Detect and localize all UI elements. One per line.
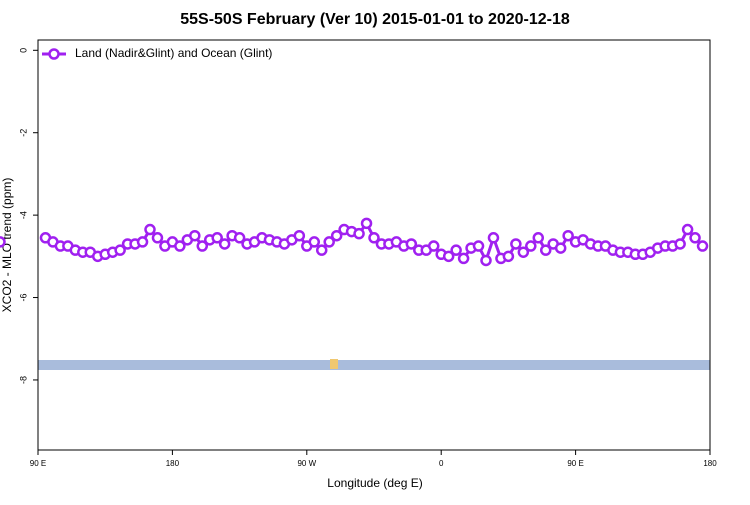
y-tick-label: -6 <box>18 294 28 302</box>
data-point <box>315 244 328 256</box>
data-point <box>472 240 485 252</box>
y-tick-label: -8 <box>18 376 28 384</box>
land-mask-patch <box>330 359 338 369</box>
data-point <box>681 223 694 236</box>
x-tick-label: 180 <box>166 459 180 468</box>
data-point <box>562 229 574 242</box>
data-point <box>293 229 306 242</box>
data-point <box>330 229 343 242</box>
land-mask-band <box>38 360 710 370</box>
data-point <box>539 244 552 256</box>
data-point <box>450 244 462 256</box>
data-point <box>360 217 373 230</box>
x-tick-label: 90 E <box>567 459 583 468</box>
data-point <box>442 250 455 263</box>
data-point <box>323 236 335 248</box>
data-point <box>689 232 701 244</box>
data-point <box>308 236 321 248</box>
data-point <box>114 244 126 256</box>
data-point <box>136 236 149 248</box>
y-tick-label: -2 <box>18 129 28 137</box>
y-axis-label: XCO2 - MLO trend (ppm) <box>0 178 14 313</box>
data-point <box>405 238 418 250</box>
data-point <box>189 229 201 242</box>
data-point <box>696 240 709 252</box>
data-point <box>144 223 156 236</box>
x-tick-label: 90 W <box>297 459 316 468</box>
data-point <box>525 240 537 252</box>
x-tick-label: 0 <box>439 459 444 468</box>
plot-frame <box>37 39 711 451</box>
data-point <box>457 252 470 265</box>
data-point <box>196 240 209 252</box>
data-point <box>427 240 440 252</box>
y-tick-label: 0 <box>18 48 28 53</box>
data-point <box>151 232 164 244</box>
data-point <box>218 238 231 250</box>
x-tick-label: 180 <box>703 459 717 468</box>
data-point <box>554 242 567 254</box>
data-point <box>368 232 380 244</box>
data-point <box>674 238 686 250</box>
y-tick-label: -4 <box>18 211 28 219</box>
x-axis-label: Longitude (deg E) <box>327 476 422 490</box>
data-point <box>510 238 522 250</box>
data-point <box>174 240 186 252</box>
data-point <box>480 254 492 267</box>
data-point <box>0 236 6 248</box>
x-tick-label: 90 E <box>30 459 46 468</box>
legend-marker <box>48 48 60 60</box>
legend-label: Land (Nadir&Glint) and Ocean (Glint) <box>75 46 272 60</box>
data-point <box>517 246 530 258</box>
data-point <box>353 227 365 240</box>
data-point <box>211 232 223 244</box>
data-point <box>233 232 246 244</box>
data-point <box>502 250 515 263</box>
chart-title: 55S-50S February (Ver 10) 2015-01-01 to … <box>180 11 570 28</box>
data-point <box>487 232 500 244</box>
data-point <box>532 232 545 244</box>
